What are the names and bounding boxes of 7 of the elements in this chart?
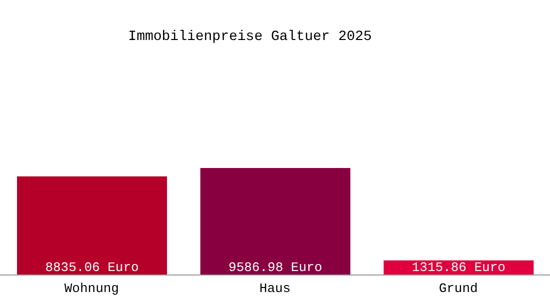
data-label: 9586.98 Euro — [228, 260, 322, 275]
x-tick-label: Wohnung — [64, 281, 119, 296]
chart-title: Immobilienpreise Galtuer 2025 — [127, 29, 373, 45]
data-label: 1315.86 Euro — [412, 260, 506, 275]
x-tick-label: Haus — [259, 281, 291, 296]
data-label: 8835.06 Euro — [45, 260, 139, 275]
x-tick-label: Grund — [438, 281, 478, 296]
